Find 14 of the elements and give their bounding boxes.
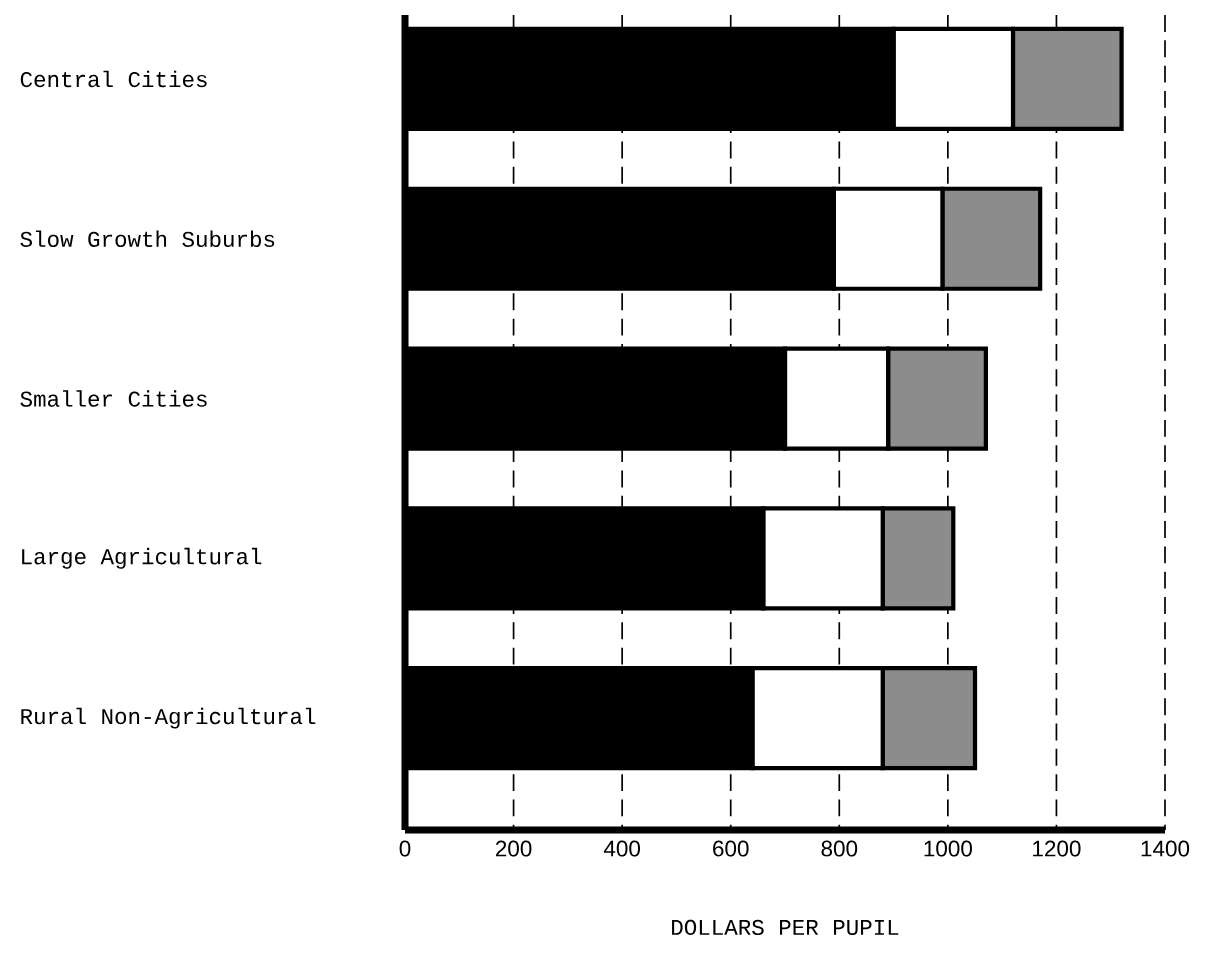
y-tick-label: Rural Non-Agricultural [21, 707, 316, 729]
x-tick-label: 0 [399, 840, 411, 857]
x-tick-label: 800 [821, 840, 858, 857]
x-tick-label: 1400 [1141, 840, 1190, 857]
y-tick-label: Central Cities [20, 70, 207, 88]
x-tick-label: 1200 [1033, 840, 1081, 857]
x-tick-label: 400 [603, 840, 641, 857]
x-tick-label: 200 [495, 840, 532, 857]
y-tick-label: Smaller Cities [20, 390, 207, 407]
x-tick-label: 1000 [924, 840, 972, 857]
y-tick-label: Large Agricultural [22, 547, 262, 569]
x-tick-label: 600 [713, 840, 749, 857]
y-tick-label: Slow Growth Suburbs [20, 230, 275, 247]
x-axis-title: DOLLARS PER PUPIL [672, 919, 899, 936]
